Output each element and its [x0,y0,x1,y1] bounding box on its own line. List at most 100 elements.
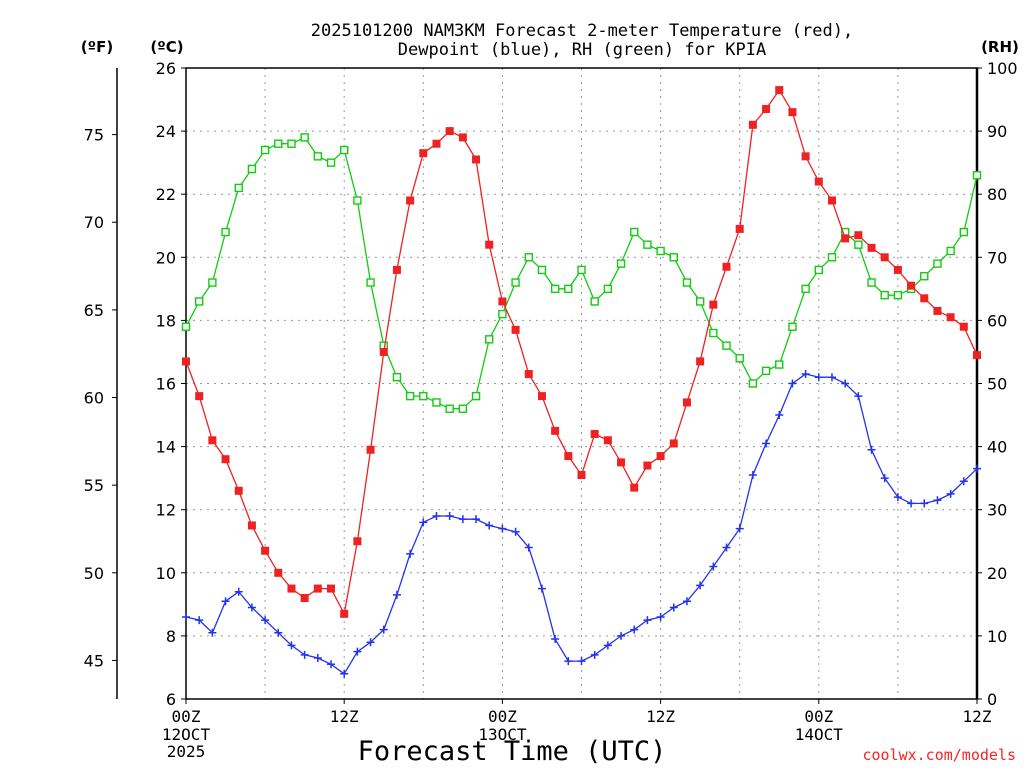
rh-point [709,328,718,338]
dewpoint-point [682,597,691,606]
rh-point [656,246,665,256]
rh-point [498,309,507,319]
rh-point [669,253,678,262]
dewpoint-point [511,527,520,536]
fahrenheit-tick-label: 65 [84,301,104,320]
rh-point [577,265,586,275]
rh-tick-label: 50 [987,375,1007,394]
rh-point [471,391,481,401]
rh-point [458,404,468,413]
dewpoint-point [406,549,415,558]
dewpoint-point [617,631,626,640]
temperature-point [775,86,784,95]
dewpoint-point [498,524,507,533]
dewpoint-point [867,445,876,454]
dewpoint-point [880,474,889,483]
time-tick-date: 12OCT [162,725,211,744]
dewpoint-point [353,647,362,656]
dewpoint-point [327,660,336,669]
dewpoint-point [696,581,705,590]
rh-tick-label: 80 [987,185,1007,204]
rh-point [366,278,375,287]
temperature-point [458,133,467,142]
dewpoint-point [221,597,230,606]
rh-point [181,322,191,331]
temperature-point [656,452,665,461]
rh-tick-label: 70 [987,248,1007,267]
temperature-point [867,243,876,252]
dewpoint-point [485,521,494,530]
temperature-point [603,436,612,445]
rh-point [827,253,837,262]
rh-point [550,284,560,294]
dewpoint-point [709,562,718,571]
temperature-point [682,398,691,407]
temperature-point [880,253,889,262]
rh-point [524,253,533,262]
temperature-point [247,521,256,530]
temperature-point [366,445,375,454]
dewpoint-point [643,616,652,625]
temperature-point [300,594,309,603]
celsius-axis-ticks: 6 8 10 12 14 16 18 20 22 24 26 [156,59,186,709]
rh-point [682,278,692,287]
rh-point [788,322,797,331]
temperature-point [234,486,243,495]
rh-point [392,372,402,382]
dewpoint-point [577,657,586,666]
dewpoint-point [959,477,968,486]
rh-point [959,227,969,237]
temperature-point [379,347,388,356]
dewpoint-point [274,628,283,637]
rh-point [313,152,323,161]
temperature-point [564,452,573,461]
temperature-point [696,357,705,366]
temperature-point [406,196,415,205]
rh-point [933,259,942,268]
rh-point [814,265,823,275]
dewpoint-point [472,515,481,524]
dewpoint-point [854,392,863,401]
celsius-tick-label: 16 [156,375,176,394]
dewpoint-point [801,370,810,379]
time-tick-label: 12Z [330,707,359,726]
dewpoint-point [788,379,797,388]
temperature-series [182,86,981,618]
temperature-point [617,458,626,467]
fahrenheit-tick-label: 70 [84,213,104,232]
dewpoint-point [300,650,309,659]
rh-point [972,171,982,180]
rh-point [735,354,744,363]
rh-point [340,145,349,155]
temperature-point [959,322,968,331]
celsius-tick-label: 26 [156,59,176,78]
fahrenheit-tick-label: 75 [84,126,104,145]
rh-tick-label: 100 [987,59,1018,78]
celsius-tick-label: 6 [166,690,176,709]
rh-tick-label: 90 [987,122,1007,141]
temperature-point [841,234,850,243]
temperature-point [920,294,929,303]
temperature-point [551,426,560,435]
dewpoint-point [537,584,546,593]
dewpoint-point [379,625,388,634]
rh-series [181,133,982,413]
dewpoint-point [973,464,981,473]
time-tick-label: 00Z [488,707,517,726]
temperature-point [340,609,349,618]
temperature-point [590,429,599,438]
dewpoint-point [630,625,639,634]
rh-tick-label: 20 [987,564,1007,583]
dewpoint-point [419,518,428,527]
temperature-point [287,584,296,593]
temperature-point [893,265,902,274]
rh-point [194,297,204,306]
rh-axis-ticks: 0 10 20 30 40 50 60 70 80 90 100 [977,59,1018,709]
temperature-point [933,306,942,315]
dewpoint-point [762,439,771,448]
rh-point [761,366,771,376]
dewpoint-point [392,590,401,599]
dewpoint-point [564,657,573,666]
dewpoint-point [261,616,270,625]
